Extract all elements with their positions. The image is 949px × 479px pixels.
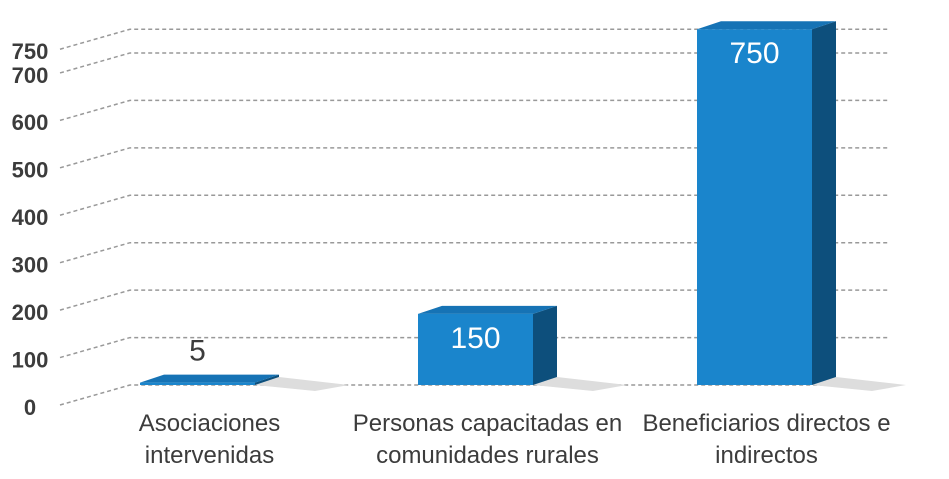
grid-line (59, 289, 890, 311)
y-tick-label: 700 (12, 63, 49, 88)
grid-line (59, 52, 890, 74)
bar-side (812, 21, 836, 385)
bar-shadow (533, 377, 627, 391)
grid-line (59, 28, 890, 50)
grid-line (59, 336, 890, 359)
y-tick-label: 300 (12, 253, 49, 278)
grid-line (59, 241, 890, 264)
bar (697, 29, 812, 385)
x-tick-label: Asociaciones intervenidas (138, 410, 281, 469)
value-label: 750 (729, 37, 779, 70)
grid-line (59, 99, 890, 122)
bar-top (697, 21, 836, 30)
bar-top (418, 305, 557, 314)
bar (140, 382, 255, 385)
bar-shadow (255, 377, 349, 391)
y-tick-label: 100 (12, 347, 49, 372)
x-tick-label: Personas capacitadas en comunidades rura… (352, 410, 623, 469)
bar (418, 313, 533, 385)
bar-side (533, 305, 557, 385)
y-tick-label: 600 (12, 110, 49, 135)
y-tick-label: 400 (12, 205, 49, 230)
value-label: 5 (189, 335, 206, 368)
bar-side (255, 374, 279, 385)
bar-top (140, 374, 279, 383)
grid-line (59, 147, 890, 169)
y-tick-label: 0 (24, 395, 36, 420)
y-tick-label: 200 (12, 300, 49, 325)
value-label: 150 (450, 322, 500, 355)
bar-shadow (812, 377, 906, 391)
x-tick-label: Beneficiarios directos e indirectos (642, 410, 891, 469)
y-tick-label: 500 (12, 158, 49, 183)
grid-line (59, 194, 890, 216)
grid-line (59, 384, 890, 406)
y-tick-label: 750 (12, 39, 49, 64)
